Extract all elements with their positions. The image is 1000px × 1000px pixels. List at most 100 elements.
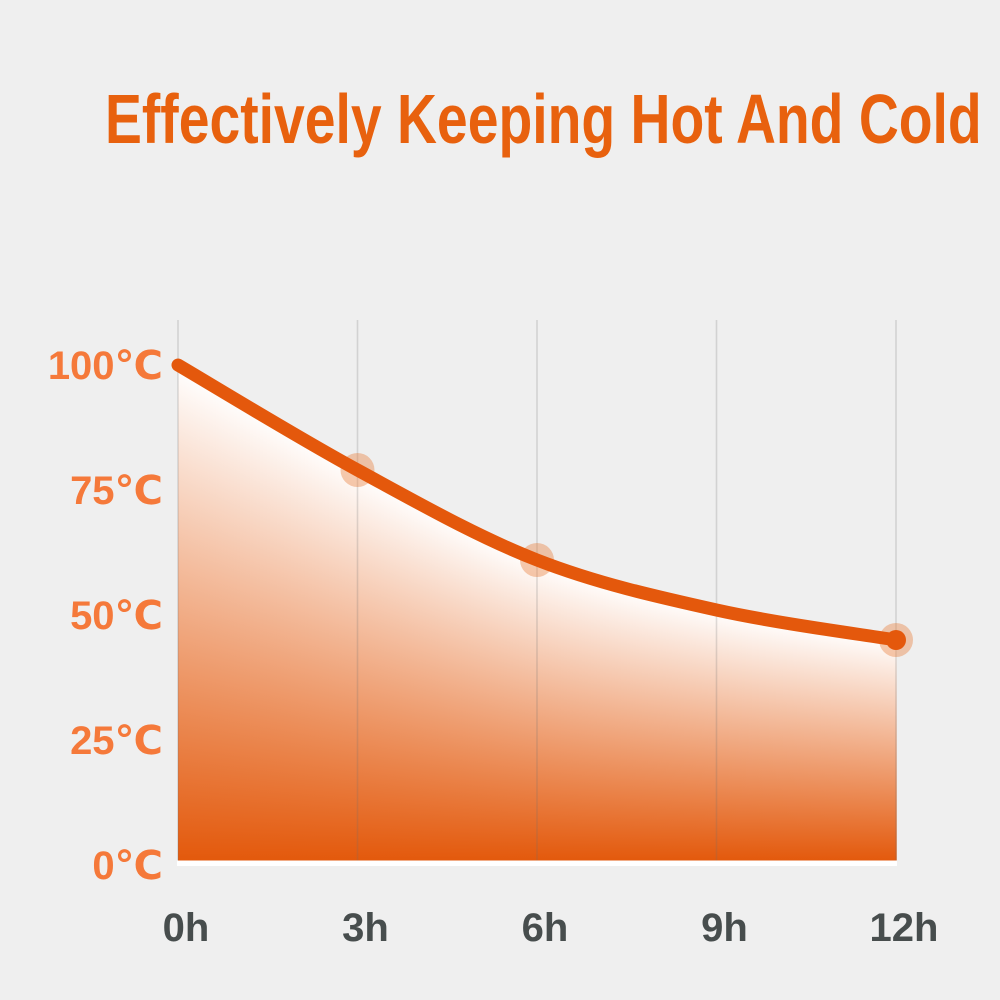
x-tick-label-3h: 3h — [342, 906, 389, 950]
area-slice — [551, 565, 556, 861]
area-slice — [827, 629, 832, 861]
area-slice — [396, 491, 401, 861]
area-slice — [390, 487, 395, 861]
area-slice — [617, 586, 622, 861]
area-slice — [492, 540, 496, 861]
area-slice — [372, 478, 377, 861]
area-slice — [387, 486, 392, 861]
y-tick-label-0: 0℃ — [92, 844, 163, 888]
area-slice — [891, 639, 894, 861]
area-slice — [843, 632, 848, 861]
area-slice — [874, 636, 878, 861]
area-slice — [181, 366, 184, 861]
area-slice — [587, 577, 592, 861]
area-slice — [348, 464, 353, 861]
area-slice — [218, 389, 223, 861]
area-slice — [363, 473, 368, 861]
area-slice — [833, 630, 838, 861]
area-slice — [311, 444, 317, 861]
area-slice — [560, 568, 565, 861]
area-slice — [614, 585, 619, 861]
area-slice — [881, 637, 884, 861]
x-tick-label-12h: 12h — [870, 906, 939, 950]
endpoint-dot-12h — [886, 630, 906, 650]
area-slice — [656, 596, 661, 861]
area-slice — [745, 615, 750, 861]
area-slice — [707, 608, 712, 861]
area-slice — [510, 548, 514, 861]
area-slice — [765, 619, 770, 861]
area-slice — [301, 438, 306, 861]
area-slice — [213, 385, 217, 861]
area-slice — [221, 391, 226, 861]
area-slice — [728, 612, 733, 861]
area-slice — [402, 494, 407, 861]
area-slice — [725, 611, 730, 861]
area-slice — [803, 625, 808, 861]
area-slice — [786, 623, 791, 861]
area-slice — [861, 634, 865, 861]
area-slice — [405, 496, 410, 861]
area-slice — [381, 483, 386, 861]
area-slice — [638, 591, 643, 861]
area-slice — [692, 604, 697, 861]
area-slice — [635, 591, 640, 861]
y-tick-label-75: 75℃ — [70, 469, 163, 513]
area-slice — [817, 628, 822, 862]
area-slice — [384, 484, 389, 861]
area-slice — [701, 606, 706, 861]
area-slice — [632, 590, 637, 861]
area-slice — [528, 556, 532, 861]
area-slice — [236, 400, 241, 861]
area-slice — [420, 504, 425, 861]
area-slice — [769, 620, 774, 861]
area-slice — [796, 624, 802, 861]
area-slice — [519, 552, 523, 861]
area-slice — [199, 378, 204, 861]
area-slice — [253, 409, 258, 861]
area-slice — [417, 502, 422, 861]
area-slice — [230, 396, 235, 861]
area-slice — [240, 402, 244, 861]
area-slice — [249, 407, 254, 861]
area-slice — [563, 569, 568, 861]
chart-title: Effectively Keeping Hot And Cold — [105, 80, 982, 158]
area-slice — [378, 481, 383, 861]
area-slice — [204, 381, 209, 861]
area-slice — [489, 539, 493, 861]
area-slice — [315, 446, 320, 861]
area-slice — [366, 474, 371, 861]
area-slice — [545, 563, 550, 861]
area-slice — [182, 367, 186, 861]
area-slice — [438, 513, 442, 861]
area-slice — [328, 454, 333, 861]
x-tick-label-6h: 6h — [522, 906, 569, 950]
area-slice — [483, 536, 487, 861]
area-slice — [480, 534, 484, 861]
area-slice — [259, 413, 265, 861]
area-slice — [779, 622, 784, 861]
area-slice — [814, 627, 819, 861]
area-slice — [887, 638, 890, 861]
area-slice — [178, 365, 181, 861]
area-slice — [605, 582, 610, 861]
area-slice — [304, 440, 310, 861]
area-slice — [653, 595, 658, 861]
area-slice — [755, 617, 760, 861]
area-slice — [889, 638, 892, 861]
area-slice — [793, 624, 798, 861]
area-slice — [584, 576, 589, 861]
area-slice — [459, 524, 463, 861]
area-slice — [273, 422, 278, 861]
area-slice — [776, 621, 781, 861]
area-slice — [557, 567, 562, 861]
area-slice — [762, 619, 767, 861]
area-slice — [680, 601, 685, 861]
area-slice — [408, 497, 413, 861]
area-slice — [477, 533, 481, 861]
area-slice — [772, 620, 777, 861]
area-slice — [578, 574, 583, 861]
area-slice — [840, 631, 845, 861]
area-slice — [596, 580, 601, 861]
